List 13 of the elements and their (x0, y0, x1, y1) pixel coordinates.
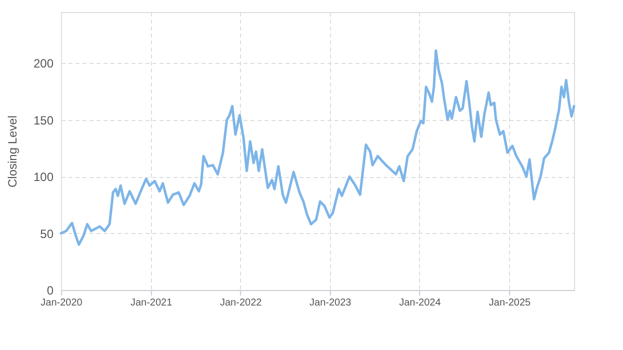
line-series (60, 49, 576, 246)
x-tick-label: Jan-2024 (399, 298, 442, 308)
y-tick-label: 50 (40, 226, 54, 241)
x-tick-label: Jan-2025 (488, 298, 532, 308)
y-tick-label: 200 (33, 56, 54, 71)
x-tick-label: Jan-2020 (40, 298, 83, 308)
x-tick-label: Jan-2023 (310, 298, 352, 308)
y-axis-title: Closing Level (5, 115, 20, 188)
x-tick-label: Jan-2022 (220, 298, 262, 308)
y-tick-label: 100 (33, 170, 54, 184)
x-tick-label: Jan-2021 (130, 298, 173, 308)
y-tick-label: 150 (33, 113, 54, 128)
y-tick-label: 0 (46, 284, 54, 298)
